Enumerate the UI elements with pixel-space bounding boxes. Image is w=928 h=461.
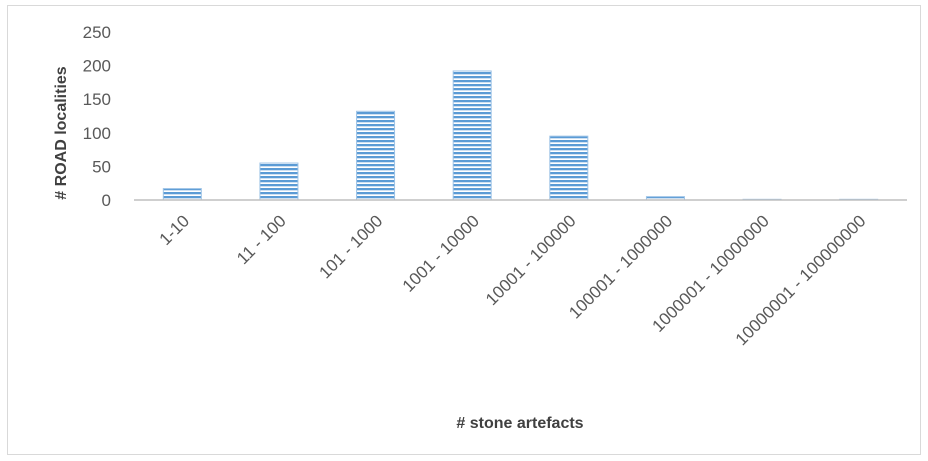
x-axis-title: # stone artefacts <box>456 415 583 432</box>
y-tick-label: 100 <box>83 124 111 143</box>
y-tick-label: 200 <box>83 57 111 76</box>
y-tick-label: 0 <box>102 191 111 210</box>
x-tick-label: 10001 - 100000 <box>482 211 580 309</box>
bars-group <box>162 70 879 201</box>
bar-1 <box>259 162 299 201</box>
x-tick-label: 11 - 100 <box>233 211 290 268</box>
bar-4 <box>549 135 589 201</box>
y-tick-label: 150 <box>83 90 111 109</box>
y-tick-label: 250 <box>83 23 111 42</box>
x-tick-label: 100001 - 1000000 <box>565 211 676 322</box>
bar-3 <box>452 70 492 201</box>
bar-2 <box>356 110 396 201</box>
bar-0 <box>162 188 202 201</box>
x-tick-label: 1-10 <box>156 211 193 248</box>
y-axis-title: # ROAD localities <box>53 66 70 199</box>
y-tick-label: 50 <box>92 157 111 176</box>
x-tick-label: 1001 - 10000 <box>399 211 483 295</box>
y-tick-labels: 0 50 100 150 200 250 <box>83 23 111 210</box>
x-tick-label: 101 - 1000 <box>315 211 386 282</box>
x-tick-labels: 1-10 11 - 100 101 - 1000 1001 - 1000010001 … <box>156 211 870 349</box>
